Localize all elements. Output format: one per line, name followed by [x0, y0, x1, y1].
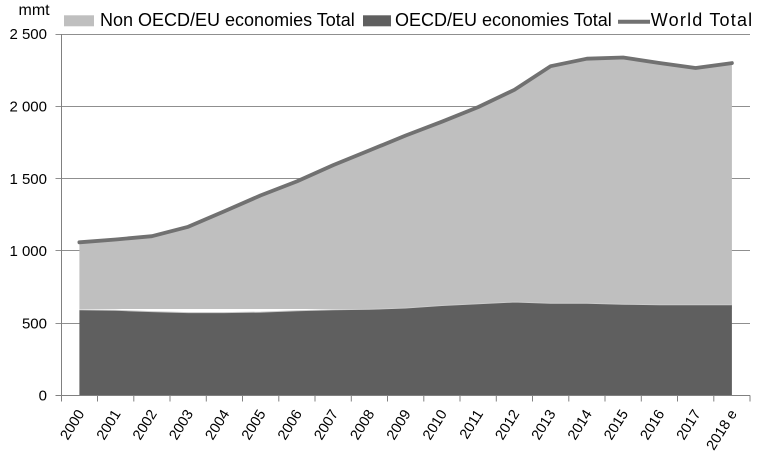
svg-text:2002: 2002	[130, 407, 161, 443]
svg-text:Non OECD/EU economies Total: Non OECD/EU economies Total	[100, 10, 355, 30]
svg-text:2015: 2015	[601, 407, 632, 443]
svg-text:0: 0	[39, 388, 47, 405]
svg-text:mmt: mmt	[19, 2, 51, 19]
svg-text:2004: 2004	[203, 407, 234, 443]
svg-text:OECD/EU economies Total: OECD/EU economies Total	[395, 10, 612, 30]
svg-text:2 000: 2 000	[9, 99, 47, 116]
svg-text:2014: 2014	[565, 407, 596, 443]
svg-text:2007: 2007	[311, 407, 342, 443]
svg-text:2009: 2009	[384, 407, 415, 443]
svg-text:500: 500	[22, 315, 47, 332]
svg-text:2001: 2001	[94, 407, 125, 443]
svg-text:1 000: 1 000	[9, 243, 47, 260]
svg-text:2013: 2013	[529, 407, 560, 443]
svg-text:2018 e: 2018 e	[704, 407, 741, 453]
svg-text:2006: 2006	[275, 407, 306, 443]
svg-text:2011: 2011	[457, 407, 487, 442]
svg-text:2016: 2016	[638, 407, 669, 443]
svg-text:2012: 2012	[493, 407, 524, 443]
svg-text:2005: 2005	[239, 407, 270, 443]
svg-text:2 500: 2 500	[9, 26, 47, 43]
svg-text:2003: 2003	[166, 407, 197, 443]
svg-text:World Total: World Total	[651, 10, 754, 30]
svg-text:2017: 2017	[674, 407, 705, 443]
svg-text:2008: 2008	[348, 407, 379, 443]
svg-text:2000: 2000	[58, 407, 89, 443]
svg-text:2010: 2010	[420, 407, 451, 443]
svg-text:1 500: 1 500	[9, 171, 47, 188]
